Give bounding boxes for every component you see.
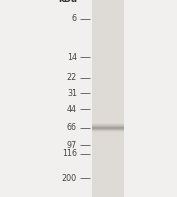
- Text: 14: 14: [67, 53, 77, 62]
- Bar: [92, 0, 124, 197]
- Text: 200: 200: [62, 174, 77, 183]
- Text: 31: 31: [67, 89, 77, 98]
- Text: kDa: kDa: [58, 0, 77, 4]
- Text: 22: 22: [67, 73, 77, 82]
- Text: 6: 6: [72, 14, 77, 23]
- Text: 66: 66: [67, 123, 77, 132]
- Text: 97: 97: [67, 141, 77, 150]
- Text: 44: 44: [67, 105, 77, 114]
- Text: 116: 116: [62, 149, 77, 158]
